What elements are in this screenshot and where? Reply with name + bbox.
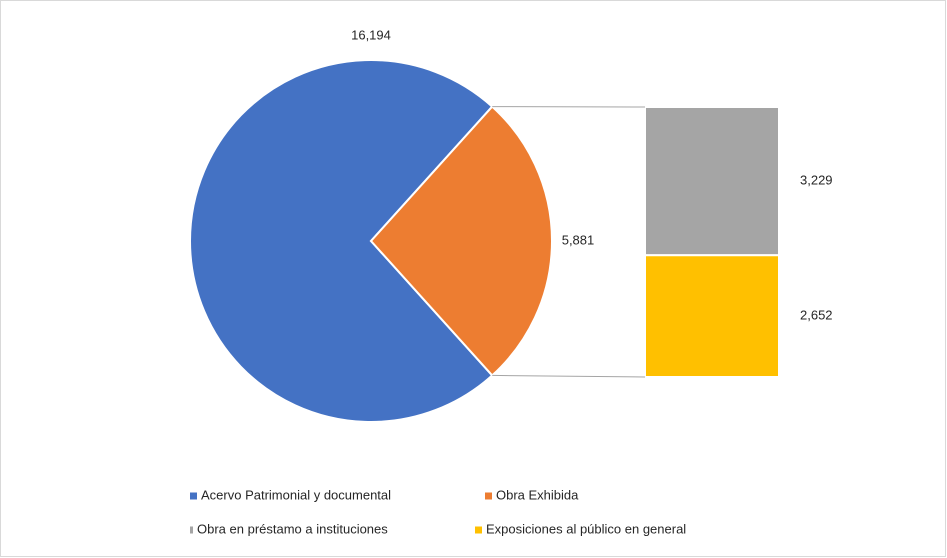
legend-label: Exposiciones al público en general (486, 521, 686, 536)
legend-label: Obra en préstamo a instituciones (197, 521, 388, 536)
data-label: 5,881 (562, 232, 595, 247)
breakdown-bar (644, 254, 780, 378)
legend-swatch (485, 492, 492, 500)
legend-label: Obra Exhibida (496, 487, 579, 502)
data-label: 2,652 (800, 308, 833, 323)
breakdown-bar (644, 106, 780, 257)
legend-swatch (190, 492, 197, 500)
legend-label: Acervo Patrimonial y documental (201, 487, 391, 502)
data-label: 16,194 (351, 27, 391, 42)
connector-line (492, 374, 646, 378)
legend-swatch (190, 526, 193, 534)
data-label: 3,229 (800, 173, 833, 188)
legend-swatch (475, 526, 482, 534)
pie-slice (369, 105, 553, 377)
pie-slice (189, 59, 494, 423)
